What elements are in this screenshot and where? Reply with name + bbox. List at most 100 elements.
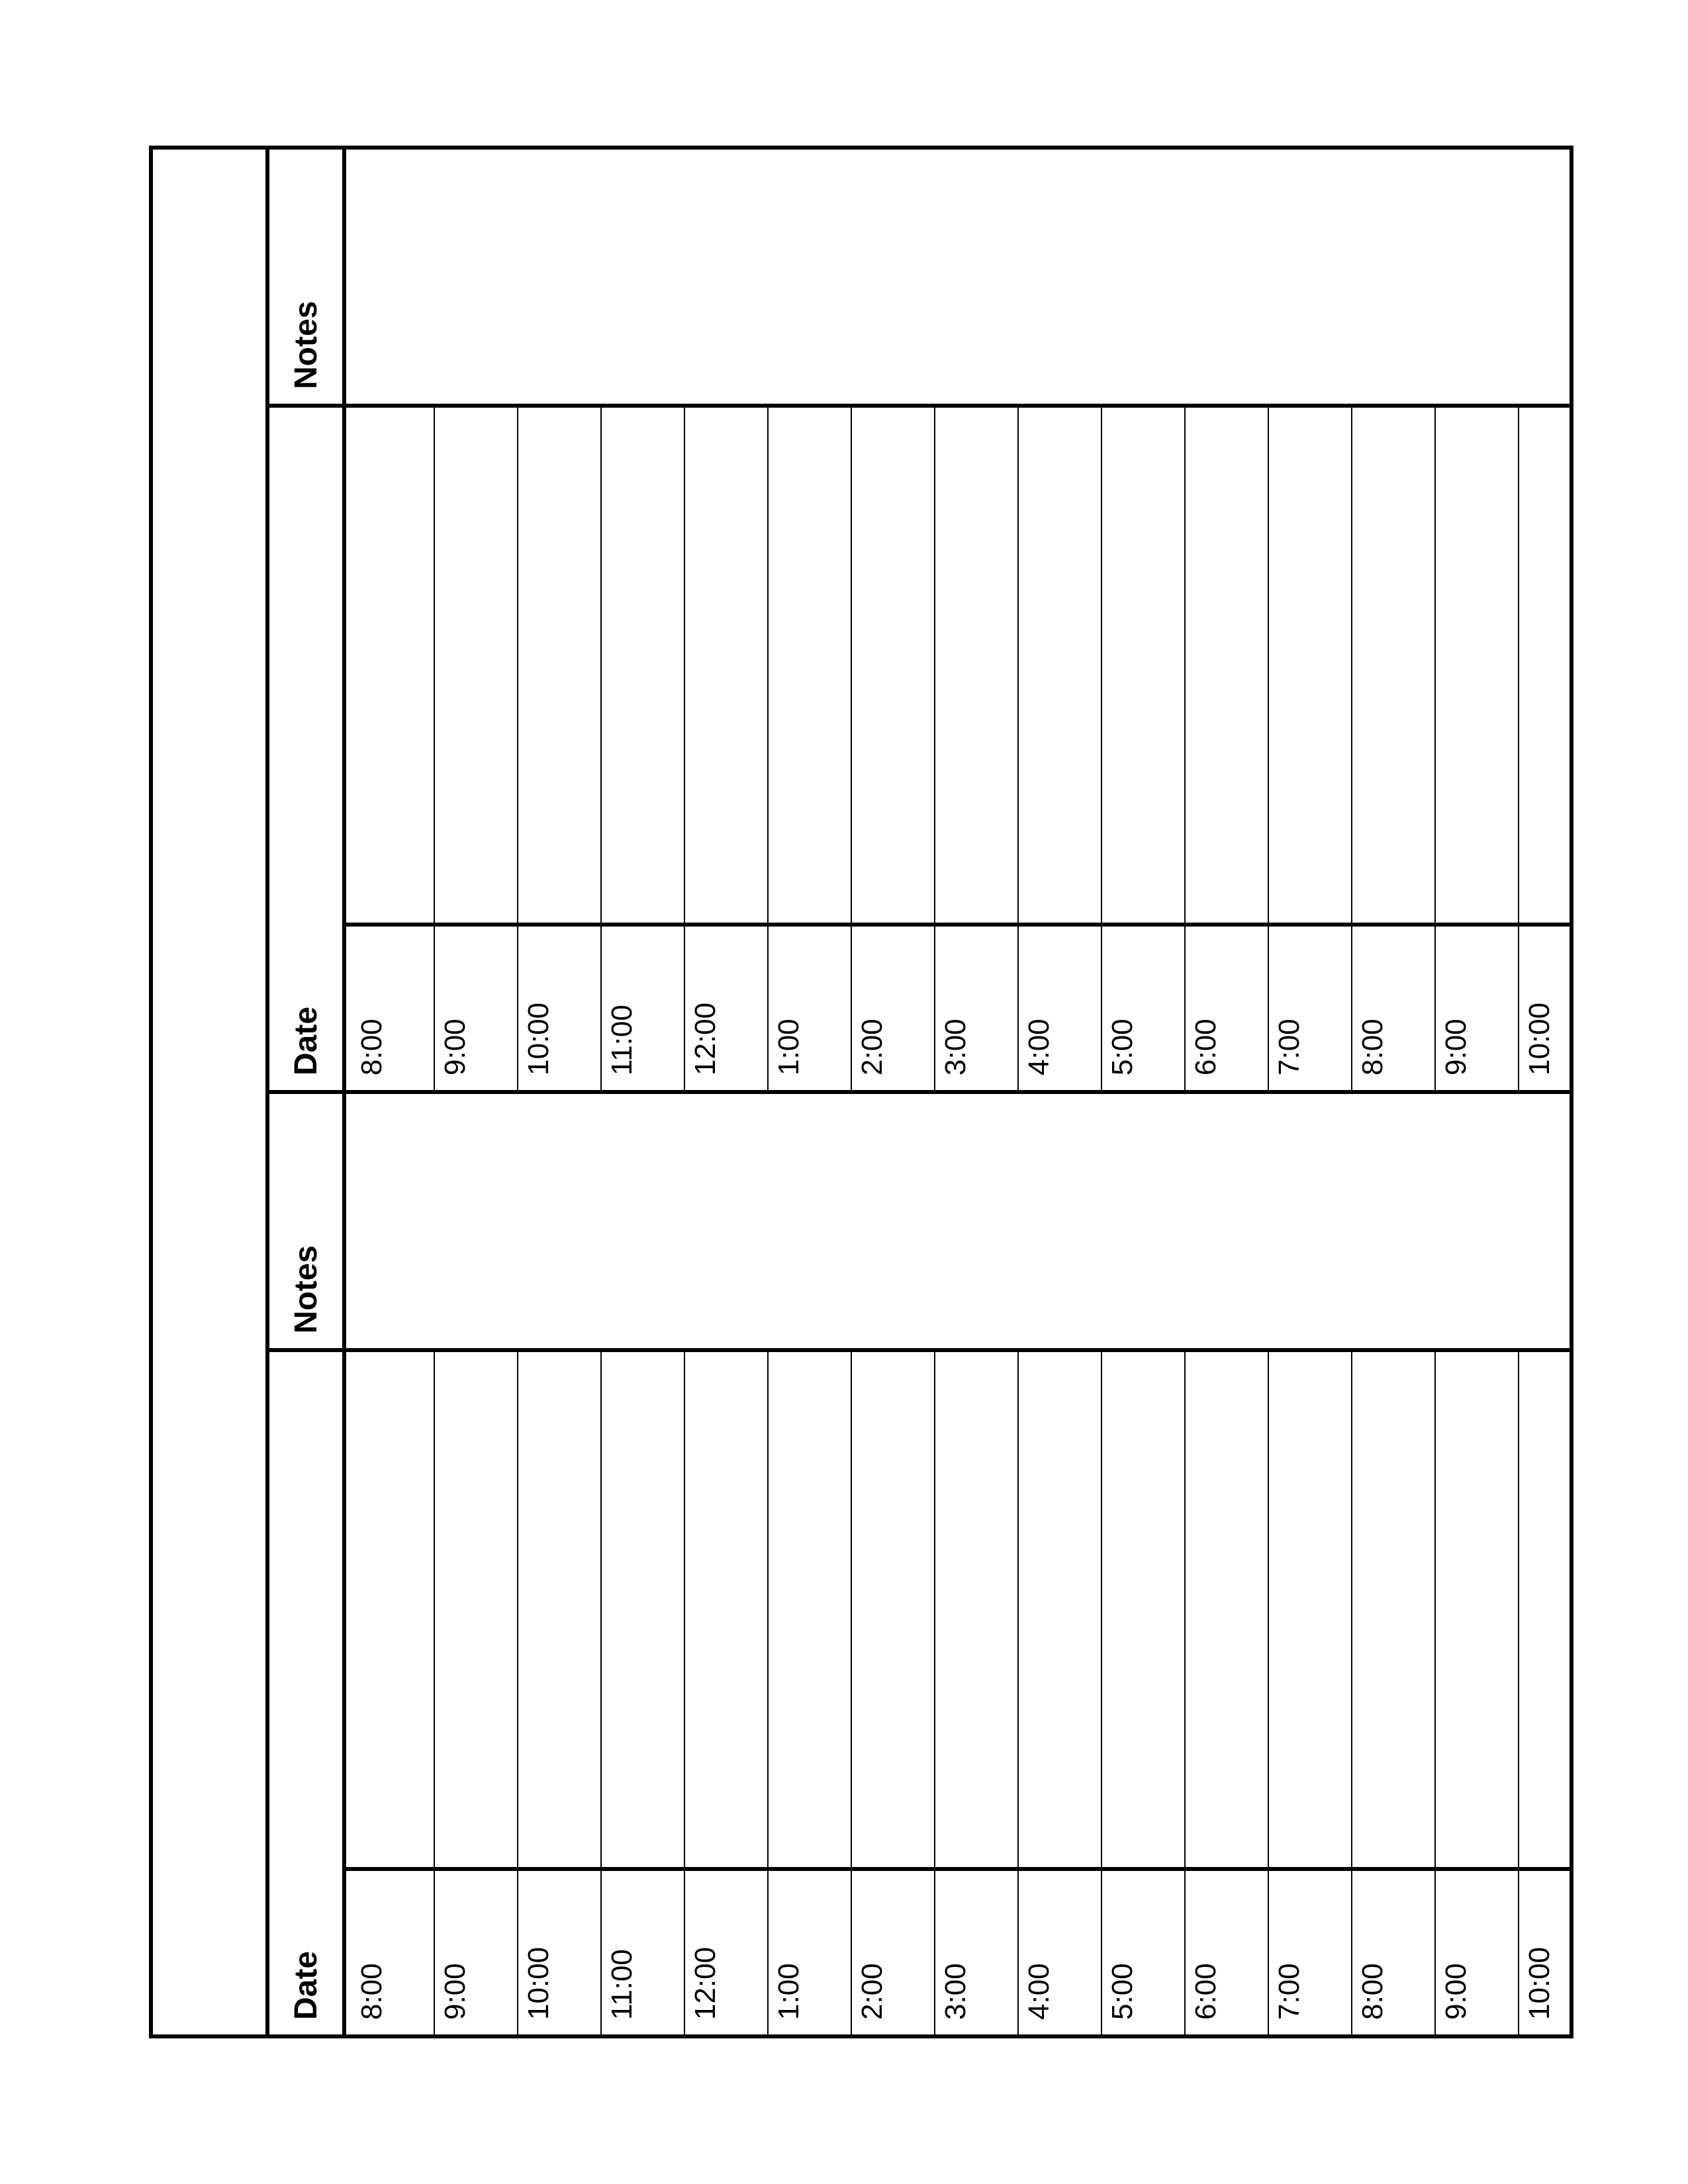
time-label: 9:00 [434,925,518,1090]
time-slot-row: 8:00 [1352,408,1435,1090]
day1-slots-table: 8:009:0010:0011:0012:001:002:003:004:005… [346,1352,1570,2034]
header-date-2: Date [267,406,344,1092]
time-entry[interactable] [1435,1352,1519,1869]
time-label: 9:00 [1435,925,1519,1090]
time-label: 8:00 [346,1869,434,2034]
time-label: 6:00 [1185,925,1268,1090]
time-entry[interactable] [1352,1352,1435,1869]
time-entry[interactable] [434,1352,518,1869]
time-entry[interactable] [684,408,768,925]
time-entry[interactable] [1519,408,1570,925]
time-entry[interactable] [1519,1352,1570,1869]
time-entry[interactable] [851,408,935,925]
header-notes-2: Notes [267,148,344,406]
time-label: 5:00 [1102,925,1185,1090]
time-entry[interactable] [434,408,518,925]
time-entry[interactable] [768,408,851,925]
day2-schedule: 8:009:0010:0011:0012:001:002:003:004:005… [344,406,1571,1092]
time-slot-row: 9:00 [434,1352,518,2034]
time-entry[interactable] [768,1352,851,1869]
time-entry[interactable] [684,1352,768,1869]
time-label: 10:00 [1519,1869,1570,2034]
time-slot-row: 10:00 [1519,1352,1570,2034]
time-entry[interactable] [1018,408,1102,925]
time-entry[interactable] [851,1352,935,1869]
time-entry[interactable] [1268,408,1352,925]
time-slot-row: 8:00 [1352,1352,1435,2034]
time-slot-row: 4:00 [1018,408,1102,1090]
time-slot-row: 7:00 [1268,408,1352,1090]
time-slot-row: 10:00 [1519,408,1570,1090]
time-entry[interactable] [518,1352,601,1869]
time-label: 1:00 [768,925,851,1090]
time-slot-row: 8:00 [346,1352,434,2034]
time-label: 2:00 [851,1869,935,2034]
time-label: 7:00 [1268,925,1352,1090]
planner-table: Date Notes Date Notes 8:009:0010:0011:00… [149,146,1573,2038]
time-slot-row: 6:00 [1185,1352,1268,2034]
time-label: 4:00 [1018,1869,1102,2034]
time-slot-row: 12:00 [684,1352,768,2034]
day1-slots-body: 8:009:0010:0011:0012:001:002:003:004:005… [346,1352,1570,2034]
page: Date Notes Date Notes 8:009:0010:0011:00… [0,0,1688,2184]
time-entry[interactable] [935,1352,1018,1869]
time-entry[interactable] [518,408,601,925]
time-slot-row: 11:00 [601,1352,684,2034]
time-label: 6:00 [1185,1869,1268,2034]
header-date-1: Date [267,1350,344,2036]
time-slot-row: 9:00 [1435,1352,1519,2034]
time-label: 3:00 [935,925,1018,1090]
time-label: 2:00 [851,925,935,1090]
time-slot-row: 4:00 [1018,1352,1102,2034]
time-slot-row: 5:00 [1102,408,1185,1090]
time-entry[interactable] [346,1352,434,1869]
time-slot-row: 5:00 [1102,1352,1185,2034]
time-label: 11:00 [601,1869,684,2034]
time-entry[interactable] [935,408,1018,925]
time-entry[interactable] [1268,1352,1352,1869]
time-label: 9:00 [1435,1869,1519,2034]
time-entry[interactable] [1352,408,1435,925]
time-slot-row: 10:00 [518,408,601,1090]
time-label: 8:00 [1352,1869,1435,2034]
time-slot-row: 1:00 [768,408,851,1090]
time-label: 9:00 [434,1869,518,2034]
time-slot-row: 12:00 [684,408,768,1090]
time-slot-row: 6:00 [1185,408,1268,1090]
time-entry[interactable] [1435,408,1519,925]
day2-slots-table: 8:009:0010:0011:0012:001:002:003:004:005… [346,408,1570,1090]
time-entry[interactable] [1102,408,1185,925]
time-label: 5:00 [1102,1869,1185,2034]
time-entry[interactable] [346,408,434,925]
body-row: 8:009:0010:0011:0012:001:002:003:004:005… [344,148,1571,2036]
header-notes-1: Notes [267,1092,344,1350]
time-label: 8:00 [346,925,434,1090]
day2-notes[interactable] [344,148,1571,406]
time-entry[interactable] [601,1352,684,1869]
time-label: 1:00 [768,1869,851,2034]
day1-notes[interactable] [344,1092,1571,1350]
time-entry[interactable] [601,408,684,925]
time-label: 10:00 [518,1869,601,2034]
time-entry[interactable] [1102,1352,1185,1869]
title-row [151,148,267,2036]
day2-slots-body: 8:009:0010:0011:0012:001:002:003:004:005… [346,408,1570,1090]
time-slot-row: 9:00 [1435,408,1519,1090]
time-slot-row: 3:00 [935,408,1018,1090]
header-row: Date Notes Date Notes [267,148,344,2036]
time-slot-row: 10:00 [518,1352,601,2034]
time-slot-row: 9:00 [434,408,518,1090]
title-cell [151,148,267,2036]
time-entry[interactable] [1185,408,1268,925]
time-label: 4:00 [1018,925,1102,1090]
time-label: 8:00 [1352,925,1435,1090]
time-label: 3:00 [935,1869,1018,2034]
time-entry[interactable] [1185,1352,1268,1869]
time-slot-row: 1:00 [768,1352,851,2034]
time-entry[interactable] [1018,1352,1102,1869]
time-label: 12:00 [684,925,768,1090]
time-slot-row: 3:00 [935,1352,1018,2034]
day1-schedule: 8:009:0010:0011:0012:001:002:003:004:005… [344,1350,1571,2036]
planner-rotated-container: Date Notes Date Notes 8:009:0010:0011:00… [149,146,1539,2038]
time-label: 7:00 [1268,1869,1352,2034]
